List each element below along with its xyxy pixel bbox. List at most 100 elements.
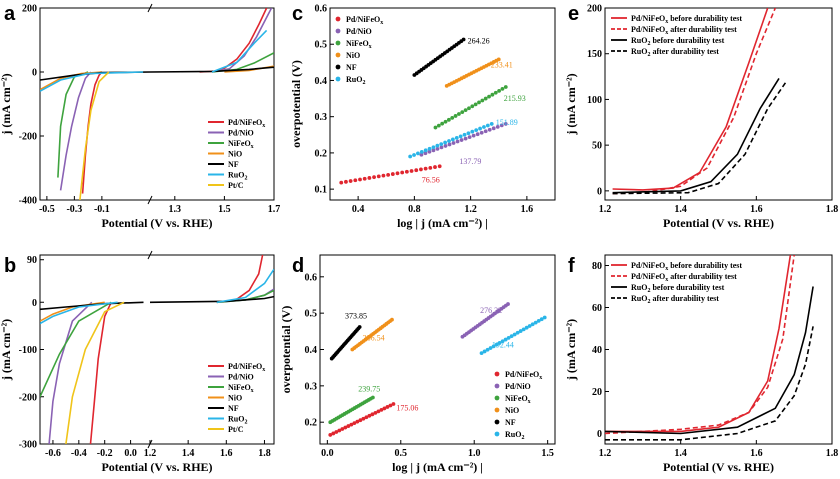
panel-label-c: c xyxy=(292,3,303,25)
b-line-nifeox-left xyxy=(40,301,112,398)
a-plot-frame xyxy=(39,7,275,201)
c-series-pd-nio xyxy=(419,122,508,157)
b-line-ruo2-left xyxy=(40,301,118,325)
d-tafel-slope-label: 286.54 xyxy=(363,333,385,342)
d-series-nifeox xyxy=(328,395,375,425)
e-line-ruo2-after-durability-test xyxy=(612,80,788,195)
c-data-point xyxy=(447,142,452,147)
c-xtick-label: 0.8 xyxy=(408,204,421,215)
a-xtick-label: 1.3 xyxy=(169,204,182,215)
c-data-point xyxy=(475,132,480,137)
d-data-point xyxy=(521,327,526,332)
d-xtick-label: 1.5 xyxy=(541,448,554,459)
c-y-axis-title: overpotential (V) xyxy=(289,60,303,148)
c-data-point xyxy=(500,87,505,91)
c-data-point xyxy=(436,123,441,128)
panel-e: 0 50 100 150 200 1.2 1.4 1.6 1.8 Potential (V vs.… xyxy=(564,3,838,230)
d-data-point xyxy=(340,427,345,431)
c-data-point xyxy=(381,173,386,178)
d-data-point xyxy=(494,342,499,347)
c-legend-marker xyxy=(335,52,341,58)
c-data-point xyxy=(483,96,488,101)
d-tafel-slope-label: 239.75 xyxy=(358,384,380,393)
b-legend-label: NiFeOx xyxy=(228,383,254,394)
d-data-point xyxy=(491,344,496,349)
d-legend-marker xyxy=(494,383,500,389)
c-data-point xyxy=(460,110,465,114)
d-data-point xyxy=(542,315,547,320)
c-data-point xyxy=(386,172,391,177)
d-data-point xyxy=(343,425,348,430)
b-axis-break-mark xyxy=(147,439,153,449)
d-data-point xyxy=(506,302,510,306)
c-data-point xyxy=(496,57,501,62)
d-data-point xyxy=(357,325,362,329)
d-series-nio xyxy=(350,317,394,352)
c-data-point xyxy=(453,114,458,118)
c-tafel-slope-label: 76.56 xyxy=(422,175,440,184)
b-x-axis-title: Potential (V vs. RHE) xyxy=(101,460,212,474)
d-legend-label: NiFeOx xyxy=(505,394,531,405)
e-ytick-label: 100 xyxy=(587,95,602,106)
a-line-ruo2-right xyxy=(211,29,268,73)
d-data-point xyxy=(349,422,354,427)
e-xtick-label: 1.8 xyxy=(826,204,839,215)
c-data-point xyxy=(495,124,500,129)
c-data-point xyxy=(483,129,488,134)
d-ytick-label: 0.6 xyxy=(305,272,318,283)
d-data-point xyxy=(358,418,363,423)
c-ytick-label: 0.6 xyxy=(315,4,328,15)
c-data-point xyxy=(431,148,436,153)
e-legend: Pd/NiFeOx before durability testPd/NiFeO… xyxy=(611,14,742,58)
a-ytick-label: -400 xyxy=(19,196,37,207)
b-xtick-label: -0.4 xyxy=(71,448,87,459)
c-legend-marker xyxy=(335,16,341,22)
a-line-ruo2-left xyxy=(40,71,144,92)
b-line-pt-c-left xyxy=(65,301,125,444)
d-xtick-label: 0.0 xyxy=(321,448,334,459)
c-data-point xyxy=(493,90,498,95)
b-line-pd-nifeox-left xyxy=(89,301,112,444)
a-legend-label: NF xyxy=(228,160,239,169)
c-data-point xyxy=(490,92,495,97)
c-series-nifeox xyxy=(433,85,508,130)
c-data-point xyxy=(353,178,358,183)
c-data-point xyxy=(463,136,468,141)
c-data-point xyxy=(446,117,451,122)
e-xtick-label: 1.2 xyxy=(599,204,612,215)
a-xtick-label: -0.5 xyxy=(39,204,55,215)
a-axis-break-mark xyxy=(147,195,153,205)
c-data-point xyxy=(362,176,367,181)
c-data-point xyxy=(435,143,440,148)
c-data-point xyxy=(443,144,448,148)
c-data-point xyxy=(503,85,508,89)
a-ytick-label: 0 xyxy=(32,68,37,79)
d-data-point xyxy=(527,324,532,328)
a-legend-label: NiFeOx xyxy=(228,139,254,150)
c-data-point xyxy=(499,123,504,128)
panel-label-f: f xyxy=(568,255,575,277)
c-data-point xyxy=(433,165,437,169)
c-legend-label: NiO xyxy=(346,51,360,60)
c-data-point xyxy=(443,119,448,124)
c-data-point xyxy=(450,137,455,142)
c-data-point xyxy=(471,133,476,138)
c-data-point xyxy=(478,126,482,131)
c-data-point xyxy=(395,171,400,176)
b-ytick-label: -300 xyxy=(19,440,37,451)
d-data-point xyxy=(488,346,493,350)
d-tafel-slope-label: 175.06 xyxy=(396,404,418,413)
e-legend-label: Pd/NiFeOx after durability test xyxy=(631,25,737,36)
a-series-group xyxy=(40,8,274,200)
d-data-point xyxy=(503,337,508,342)
e-ytick-label: 200 xyxy=(587,4,602,15)
c-data-point xyxy=(423,148,428,153)
c-series-nf xyxy=(412,37,466,77)
d-data-point xyxy=(388,403,393,408)
a-ytick-label: -200 xyxy=(19,132,37,143)
a-legend-label: Pd/NiFeOx xyxy=(228,118,265,129)
c-legend-label: Pd/NiFeOx xyxy=(346,15,383,26)
d-series-pd-nifeox xyxy=(328,402,396,437)
a-axis-break-mark xyxy=(147,3,153,13)
b-legend-label: Pt/C xyxy=(228,425,244,434)
